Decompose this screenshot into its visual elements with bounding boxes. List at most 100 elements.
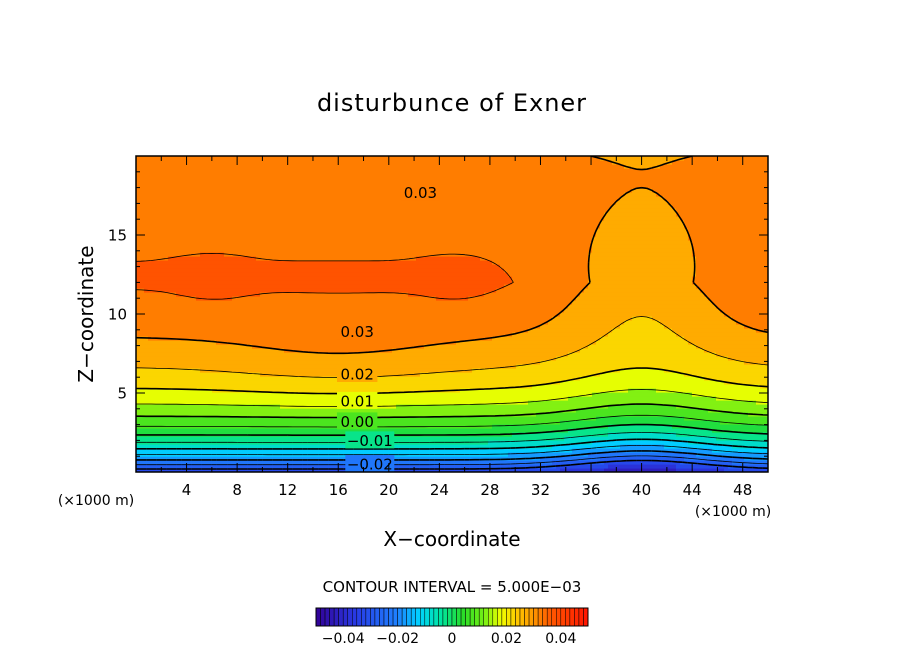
field-cell — [188, 420, 193, 425]
field-cell — [340, 236, 345, 241]
field-cell — [308, 172, 313, 177]
field-cell — [276, 168, 281, 173]
field-cell — [276, 252, 281, 257]
field-cell — [320, 328, 325, 333]
field-cell — [248, 180, 253, 185]
field-cell — [384, 280, 389, 285]
field-cell — [276, 268, 281, 273]
field-cell — [156, 236, 161, 241]
field-cell — [284, 400, 289, 405]
field-cell — [360, 288, 365, 293]
field-cell — [296, 468, 301, 472]
field-cell — [180, 280, 185, 285]
field-cell — [300, 284, 305, 289]
field-cell — [324, 428, 329, 433]
field-cell — [344, 352, 349, 357]
field-cell — [292, 284, 297, 289]
field-cell — [304, 356, 309, 361]
field-cell — [268, 324, 273, 329]
field-cell — [260, 380, 265, 385]
field-cell — [364, 216, 369, 221]
field-cell — [196, 240, 201, 245]
field-cell — [144, 404, 149, 409]
field-cell — [152, 464, 157, 469]
field-cell — [264, 336, 269, 341]
field-cell — [324, 168, 329, 173]
field-cell — [180, 352, 185, 357]
field-cell — [284, 376, 289, 381]
field-cell — [344, 164, 349, 169]
field-cell — [236, 196, 241, 201]
field-cell — [204, 272, 209, 277]
field-cell — [200, 224, 205, 229]
field-cell — [168, 200, 173, 205]
field-cell — [136, 292, 141, 297]
field-cell — [192, 180, 197, 185]
field-cell — [268, 240, 273, 245]
field-cell — [372, 356, 377, 361]
field-cell — [224, 336, 229, 341]
field-cell — [188, 396, 193, 401]
field-cell — [328, 300, 333, 305]
field-cell — [300, 224, 305, 229]
field-cell — [360, 164, 365, 169]
field-cell — [264, 168, 269, 173]
field-cell — [356, 300, 361, 305]
field-cell — [332, 340, 337, 345]
field-cell — [220, 336, 225, 341]
field-cell — [220, 164, 225, 169]
field-cell — [248, 380, 253, 385]
field-cell — [280, 264, 285, 269]
field-cell — [312, 180, 317, 185]
field-cell — [380, 200, 385, 205]
field-cell — [308, 380, 313, 385]
field-cell — [136, 208, 141, 213]
field-cell — [200, 344, 205, 349]
field-cell — [328, 280, 333, 285]
field-cell — [160, 244, 165, 249]
field-cell — [324, 212, 329, 217]
field-cell — [204, 232, 209, 237]
field-cell — [240, 380, 245, 385]
field-cell — [260, 232, 265, 237]
field-cell — [324, 388, 329, 393]
field-cell — [208, 216, 213, 221]
field-cell — [368, 428, 373, 433]
field-cell — [264, 304, 269, 309]
field-cell — [384, 196, 389, 201]
field-cell — [228, 392, 233, 397]
field-cell — [300, 280, 305, 285]
field-cell — [220, 260, 225, 265]
field-cell — [348, 272, 353, 277]
field-cell — [252, 220, 257, 225]
field-cell — [352, 224, 357, 229]
field-cell — [384, 184, 389, 189]
field-cell — [196, 400, 201, 405]
field-cell — [284, 392, 289, 397]
field-cell — [324, 204, 329, 209]
field-cell — [264, 432, 269, 437]
field-cell — [348, 180, 353, 185]
field-cell — [256, 408, 261, 413]
field-cell — [280, 360, 285, 365]
field-cell — [244, 172, 249, 177]
field-cell — [192, 280, 197, 285]
field-cell — [388, 412, 393, 417]
field-cell — [376, 252, 381, 257]
field-cell — [152, 292, 157, 297]
field-cell — [296, 244, 301, 249]
field-cell — [136, 176, 141, 181]
field-cell — [140, 348, 145, 353]
field-cell — [192, 408, 197, 413]
field-cell — [248, 264, 253, 269]
field-cell — [244, 372, 249, 377]
field-cell — [156, 352, 161, 357]
field-cell — [260, 236, 265, 241]
field-cell — [196, 460, 201, 465]
field-cell — [248, 412, 253, 417]
field-cell — [356, 168, 361, 173]
field-cell — [220, 312, 225, 317]
field-cell — [200, 408, 205, 413]
field-cell — [208, 356, 213, 361]
field-cell — [384, 408, 389, 413]
